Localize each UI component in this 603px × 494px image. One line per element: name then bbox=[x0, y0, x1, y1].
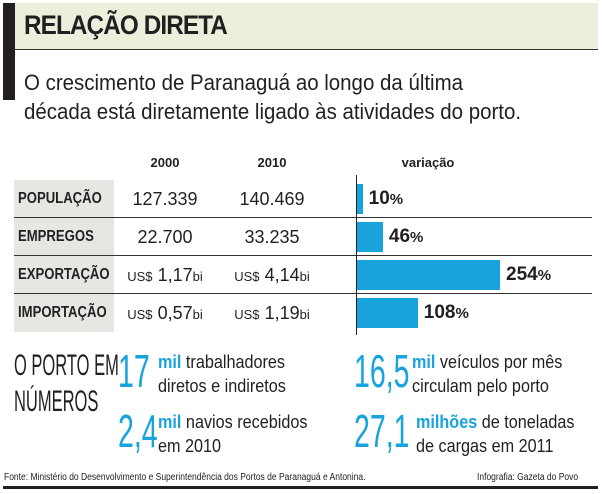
percent-sign: % bbox=[389, 191, 404, 208]
stat-line-1: mil trabalhadores bbox=[158, 350, 285, 374]
row-divider bbox=[14, 293, 592, 294]
accent-bar bbox=[3, 3, 15, 100]
cell-2010: 33.235 bbox=[217, 218, 327, 258]
column-header-2000: 2000 bbox=[150, 155, 180, 170]
value-suffix: bi bbox=[299, 269, 310, 284]
row-label: EXPORTAÇÃO bbox=[14, 256, 114, 294]
value-number: 33.235 bbox=[244, 227, 300, 247]
stat-value: 2,4 bbox=[118, 405, 158, 457]
numbers-title-line-1: O PORTO EM bbox=[14, 349, 119, 382]
stat-line-1: milhões de toneladas bbox=[416, 410, 575, 434]
credit-note: Infografia: Gazeta do Povo bbox=[477, 472, 579, 483]
cell-2010: US$ 1,19bi bbox=[217, 294, 327, 334]
row-label-text: IMPORTAÇÃO bbox=[18, 304, 107, 321]
value-suffix: bi bbox=[192, 269, 203, 284]
cell-2000: US$ 1,17bi bbox=[110, 256, 220, 296]
variation-label: 10% bbox=[369, 184, 403, 215]
stat-value: 16,5 bbox=[354, 345, 410, 397]
variation-bar bbox=[357, 260, 500, 290]
variation-label: 46% bbox=[389, 222, 423, 253]
row-divider bbox=[14, 255, 592, 256]
value-number: 127.339 bbox=[132, 189, 198, 209]
percent-sign: % bbox=[410, 229, 424, 246]
value-number: 22.700 bbox=[137, 227, 193, 247]
value-prefix: US$ bbox=[127, 307, 153, 322]
value-suffix: bi bbox=[192, 307, 203, 322]
cell-2010: US$ 4,14bi bbox=[217, 256, 327, 296]
variation-bar bbox=[357, 184, 363, 214]
column-header-variacao: variação bbox=[401, 155, 455, 170]
cell-2000: 127.339 bbox=[110, 180, 220, 220]
value-prefix: US$ bbox=[234, 307, 260, 322]
stat-unit: milhões bbox=[416, 412, 478, 432]
stat-line-1: mil navios recebidos bbox=[158, 410, 308, 434]
variation-value: 10 bbox=[368, 188, 390, 209]
row-label: IMPORTAÇÃO bbox=[14, 294, 114, 332]
row-label-text: POPULAÇÃO bbox=[18, 190, 102, 207]
bar-axis bbox=[356, 175, 357, 335]
row-label: EMPREGOS bbox=[14, 218, 114, 256]
stat-text: navios recebidos bbox=[185, 412, 308, 432]
variation-label: 254% bbox=[506, 260, 551, 291]
stat-text: veículos por mês bbox=[439, 352, 563, 372]
stat-value: 27,1 bbox=[354, 405, 410, 457]
numbers-title-line-2: NÚMEROS bbox=[14, 385, 99, 418]
stat-line-2: em 2010 bbox=[158, 436, 222, 456]
stat-unit: mil bbox=[158, 412, 182, 432]
variation-value: 46 bbox=[388, 226, 411, 247]
percent-sign: % bbox=[537, 267, 552, 284]
cell-2000: US$ 0,57bi bbox=[110, 294, 220, 334]
subtitle-line-2: década está diretamente ligado às ativid… bbox=[24, 99, 522, 124]
stat-line-2: circulam pelo porto bbox=[412, 376, 549, 396]
row-label-text: EMPREGOS bbox=[18, 228, 94, 245]
subtitle-line-1: O crescimento de Paranaguá ao longo da ú… bbox=[24, 70, 464, 95]
stat-line-2: diretos e indiretos bbox=[158, 376, 286, 396]
variation-bar bbox=[357, 298, 418, 328]
value-prefix: US$ bbox=[234, 269, 260, 284]
row-label: POPULAÇÃO bbox=[14, 180, 114, 218]
variation-value: 254 bbox=[506, 264, 538, 285]
cell-2010: 140.469 bbox=[217, 180, 327, 220]
stat-text: de toneladas bbox=[481, 412, 575, 432]
stat-line-2: de cargas em 2011 bbox=[416, 436, 554, 456]
percent-sign: % bbox=[455, 305, 469, 322]
value-prefix: US$ bbox=[127, 269, 153, 284]
value-number: 140.469 bbox=[239, 189, 305, 209]
source-note: Fonte: Ministério do Desenvolvimento e S… bbox=[4, 472, 366, 483]
stat-unit: mil bbox=[158, 352, 182, 372]
value-number: 1,17 bbox=[157, 265, 193, 285]
variation-value: 108 bbox=[423, 302, 456, 323]
stat-unit: mil bbox=[412, 352, 436, 372]
value-number: 0,57 bbox=[157, 303, 193, 323]
cell-2000: 22.700 bbox=[110, 218, 220, 258]
value-number: 1,19 bbox=[264, 303, 300, 323]
value-suffix: bi bbox=[299, 307, 310, 322]
stat-line-1: mil veículos por mês bbox=[412, 350, 562, 374]
stat-text: trabalhadores bbox=[185, 352, 285, 372]
row-label-text: EXPORTAÇÃO bbox=[18, 266, 110, 283]
value-number: 4,14 bbox=[264, 265, 300, 285]
column-header-2010: 2010 bbox=[257, 155, 287, 170]
variation-bar bbox=[357, 222, 383, 252]
page-title: RELAÇÃO DIRETA bbox=[24, 10, 228, 40]
header-band bbox=[15, 3, 598, 50]
stat-value: 17 bbox=[118, 345, 150, 397]
bottom-rule bbox=[3, 486, 598, 489]
variation-label: 108% bbox=[424, 298, 469, 329]
row-divider bbox=[14, 217, 592, 218]
